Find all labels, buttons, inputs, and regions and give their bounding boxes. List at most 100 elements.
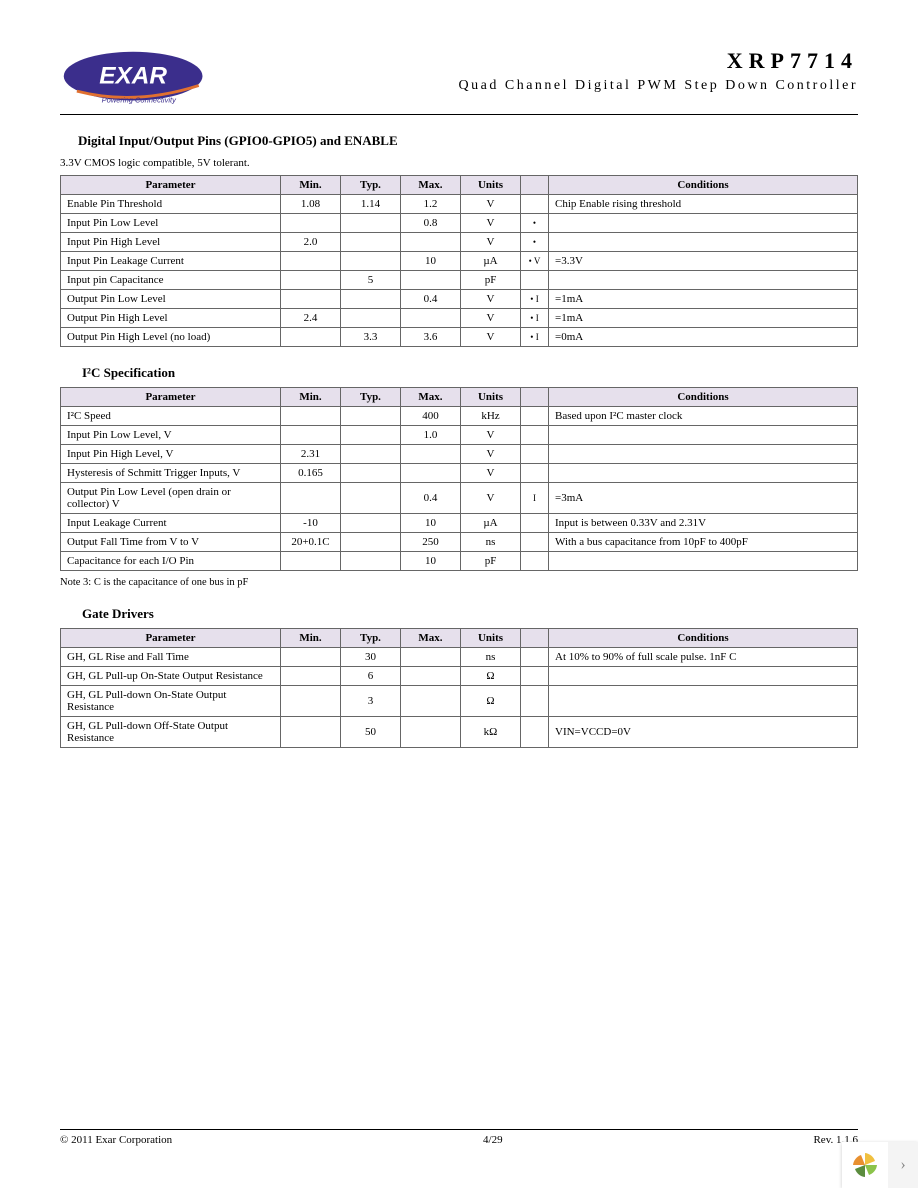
table-row: Input Leakage Current-1010µAInput is bet… [61,514,858,533]
cell-param: Input pin Capacitance [61,271,281,290]
section1-subnote: 3.3V CMOS logic compatible, 5V tolerant. [60,157,858,169]
cell-conditions: Chip Enable rising threshold [549,195,858,214]
cell-param: GH, GL Pull-down On-State Output Resista… [61,686,281,717]
pinwheel-icon [842,1142,888,1188]
cell-min [281,290,341,309]
cell-min [281,552,341,571]
cell-conditions [549,271,858,290]
cell-max [401,445,461,464]
cell-param: Input Pin High Level [61,233,281,252]
cell-max [401,464,461,483]
cell-typ [341,233,401,252]
cell-conditions: =3.3V [549,252,858,271]
cell-units: V [461,464,521,483]
cell-typ [341,533,401,552]
cell-units: V [461,233,521,252]
cell-min: -10 [281,514,341,533]
cell-param: GH, GL Rise and Fall Time [61,648,281,667]
cell-min: 2.0 [281,233,341,252]
cell-units: pF [461,552,521,571]
corner-widget[interactable]: › [842,1142,918,1188]
col-parameter: Parameter [61,629,281,648]
cell-typ [341,252,401,271]
col-marker [521,176,549,195]
cell-units: V [461,195,521,214]
col-conditions: Conditions [549,388,858,407]
cell-param: Input Pin Low Level [61,214,281,233]
cell-conditions [549,426,858,445]
cell-max: 10 [401,552,461,571]
col-typ: Typ. [341,629,401,648]
cell-min [281,426,341,445]
cell-conditions [549,233,858,252]
table-row: GH, GL Pull-up On-State Output Resistanc… [61,667,858,686]
table-row: GH, GL Pull-down Off-State Output Resist… [61,717,858,748]
cell-marker [521,533,549,552]
cell-max: 10 [401,252,461,271]
cell-min [281,271,341,290]
col-min: Min. [281,176,341,195]
cell-max: 3.6 [401,328,461,347]
section3-title: Gate Drivers [82,606,858,622]
cell-typ: 50 [341,717,401,748]
cell-typ: 1.14 [341,195,401,214]
cell-min [281,328,341,347]
cell-marker [521,667,549,686]
footer-page-number: 4/29 [483,1134,503,1146]
cell-typ [341,426,401,445]
table-row: Output Fall Time from V to V20+0.1C250ns… [61,533,858,552]
table-row: Output Pin High Level2.4V• I=1mA [61,309,858,328]
table-row: Hysteresis of Schmitt Trigger Inputs, V0… [61,464,858,483]
cell-typ [341,214,401,233]
table-row: Enable Pin Threshold1.081.141.2V Chip Ena… [61,195,858,214]
table-row: Input Pin High Level2.0V• [61,233,858,252]
cell-param: Output Fall Time from V to V [61,533,281,552]
cell-max: 10 [401,514,461,533]
exar-logo: EXAR Powering Connectivity [60,48,210,108]
chevron-right-icon[interactable]: › [888,1142,918,1188]
cell-param: Output Pin High Level [61,309,281,328]
cell-units: µA [461,252,521,271]
cell-max [401,233,461,252]
cell-units: V [461,426,521,445]
cell-marker [521,552,549,571]
cell-typ [341,464,401,483]
cell-units: V [461,309,521,328]
cell-marker [521,407,549,426]
cell-param: Input Pin Low Level, V [61,426,281,445]
cell-marker: • I [521,328,549,347]
cell-marker: I [521,483,549,514]
i2c-table: Parameter Min. Typ. Max. Units Condition… [60,387,858,571]
cell-conditions [549,464,858,483]
table-row: Output Pin High Level (no load)3.33.6V• … [61,328,858,347]
cell-conditions [549,686,858,717]
col-min: Min. [281,388,341,407]
cell-marker [521,271,549,290]
cell-typ [341,514,401,533]
cell-param: Input Leakage Current [61,514,281,533]
cell-param: Enable Pin Threshold [61,195,281,214]
cell-min: 2.4 [281,309,341,328]
cell-max: 250 [401,533,461,552]
cell-max: 400 [401,407,461,426]
table-row: Capacitance for each I/O Pin10pF [61,552,858,571]
cell-max [401,309,461,328]
table-row: I²C Speed400kHzBased upon I²C master clo… [61,407,858,426]
cell-param: GH, GL Pull-up On-State Output Resistanc… [61,667,281,686]
table-header-row: Parameter Min. Typ. Max. Units Condition… [61,176,858,195]
cell-max [401,271,461,290]
cell-typ [341,290,401,309]
col-typ: Typ. [341,388,401,407]
cell-typ: 30 [341,648,401,667]
cell-max [401,717,461,748]
cell-marker [521,445,549,464]
cell-typ: 5 [341,271,401,290]
cell-marker [521,464,549,483]
col-marker [521,629,549,648]
cell-conditions: Based upon I²C master clock [549,407,858,426]
cell-min [281,214,341,233]
cell-max: 1.2 [401,195,461,214]
cell-marker [521,426,549,445]
cell-min: 1.08 [281,195,341,214]
cell-units: kHz [461,407,521,426]
